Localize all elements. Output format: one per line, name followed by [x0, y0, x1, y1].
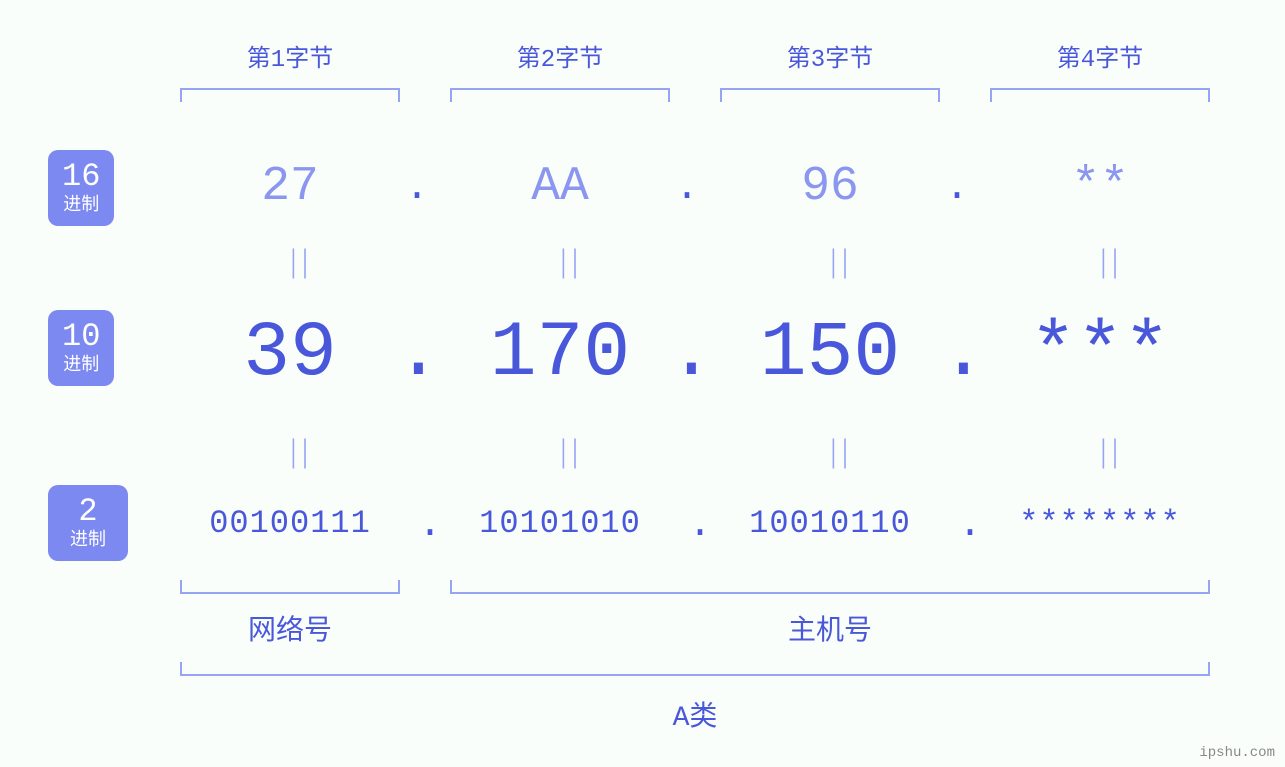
bin-dot-1: .	[418, 503, 442, 548]
eq-1-4: ||	[1098, 245, 1121, 282]
dec-dot-2: .	[668, 310, 715, 398]
hex-dot-2: .	[675, 166, 699, 211]
byte-header-1: 第1字节	[245, 38, 335, 74]
eq-1-3: ||	[828, 245, 851, 282]
bracket-class	[180, 662, 1210, 676]
bin-byte-1: 00100111	[175, 505, 405, 542]
badge-bin-num: 2	[70, 493, 106, 531]
hex-byte-2: AA	[500, 160, 620, 214]
eq-1-1: ||	[288, 245, 311, 282]
byte-header-2: 第2字节	[515, 38, 605, 74]
bin-byte-4: ********	[985, 505, 1215, 542]
bin-byte-2: 10101010	[445, 505, 675, 542]
hex-dot-1: .	[405, 166, 429, 211]
hex-byte-3: 96	[770, 160, 890, 214]
dec-byte-2: 170	[460, 310, 660, 398]
dec-dot-3: .	[940, 310, 987, 398]
badge-dec-label: 进制	[62, 356, 100, 378]
label-host: 主机号	[780, 608, 880, 648]
badge-bin: 2 进制	[48, 485, 128, 561]
eq-2-2: ||	[558, 435, 581, 472]
badge-hex-label: 进制	[62, 196, 100, 218]
badge-hex: 16 进制	[48, 150, 114, 226]
label-network: 网络号	[240, 608, 340, 648]
bin-byte-3: 10010110	[715, 505, 945, 542]
bin-dot-3: .	[958, 503, 982, 548]
dec-dot-1: .	[395, 310, 442, 398]
dec-byte-1: 39	[200, 310, 380, 398]
bracket-top-1	[180, 88, 400, 102]
eq-2-1: ||	[288, 435, 311, 472]
bracket-top-3	[720, 88, 940, 102]
hex-byte-1: 27	[230, 160, 350, 214]
watermark: ipshu.com	[1199, 745, 1275, 761]
badge-dec-num: 10	[62, 318, 100, 356]
bracket-top-4	[990, 88, 1210, 102]
eq-2-3: ||	[828, 435, 851, 472]
badge-dec: 10 进制	[48, 310, 114, 386]
bracket-host	[450, 580, 1210, 594]
eq-2-4: ||	[1098, 435, 1121, 472]
eq-1-2: ||	[558, 245, 581, 282]
dec-byte-3: 150	[730, 310, 930, 398]
bracket-top-2	[450, 88, 670, 102]
byte-header-4: 第4字节	[1055, 38, 1145, 74]
dec-byte-4: ***	[1000, 310, 1200, 398]
bin-dot-2: .	[688, 503, 712, 548]
badge-hex-num: 16	[62, 158, 100, 196]
label-class: A类	[665, 694, 725, 734]
badge-bin-label: 进制	[70, 531, 106, 553]
byte-header-3: 第3字节	[785, 38, 875, 74]
hex-byte-4: **	[1040, 160, 1160, 214]
bracket-network	[180, 580, 400, 594]
hex-dot-3: .	[945, 166, 969, 211]
